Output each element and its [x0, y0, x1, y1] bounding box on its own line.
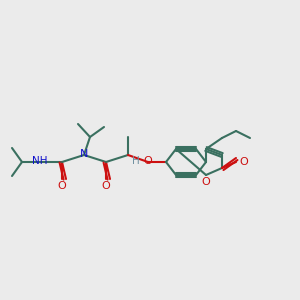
Text: O: O [102, 181, 110, 191]
Text: NH: NH [32, 156, 48, 166]
Text: O: O [58, 181, 66, 191]
Text: N: N [80, 149, 88, 159]
Text: O: O [144, 156, 152, 166]
Text: O: O [202, 177, 210, 187]
Text: O: O [240, 157, 248, 167]
Text: H: H [132, 156, 140, 166]
